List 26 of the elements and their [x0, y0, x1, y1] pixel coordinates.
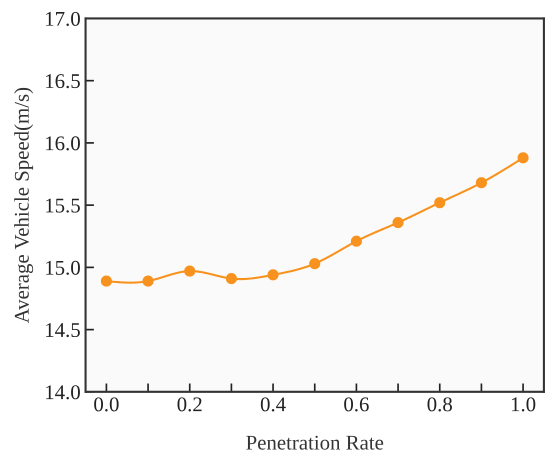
y-axis-title: Average Vehicle Speed(m/s) [14, 88, 34, 324]
y-tick-label: 14.0 [46, 385, 80, 400]
x-tick-label: 0.6 [344, 397, 369, 412]
x-tick-label: 1.0 [512, 397, 536, 412]
point [518, 152, 529, 164]
y-tick-label: 14.5 [46, 323, 80, 338]
point [100, 276, 112, 287]
x-tick-label: 0.2 [178, 397, 202, 412]
x-tick-label: 0.8 [428, 397, 452, 412]
y-tick-label: 16.5 [46, 74, 80, 88]
x-axis-title: Penetration Rate [246, 436, 384, 450]
point [434, 197, 446, 208]
point [476, 177, 487, 188]
point [268, 269, 279, 280]
point [226, 273, 237, 284]
point [392, 217, 404, 228]
y-tick-label: 15.5 [46, 198, 80, 213]
x-tick-label: 0.0 [94, 397, 119, 412]
point [309, 258, 320, 270]
point [142, 276, 154, 287]
x-tick-label: 0.4 [260, 397, 286, 412]
y-tick-label: 15.0 [46, 260, 80, 275]
y-tick-label: 17.0 [46, 12, 80, 26]
point [184, 266, 196, 277]
y-tick-label: 16.0 [46, 136, 80, 150]
point [350, 236, 362, 247]
